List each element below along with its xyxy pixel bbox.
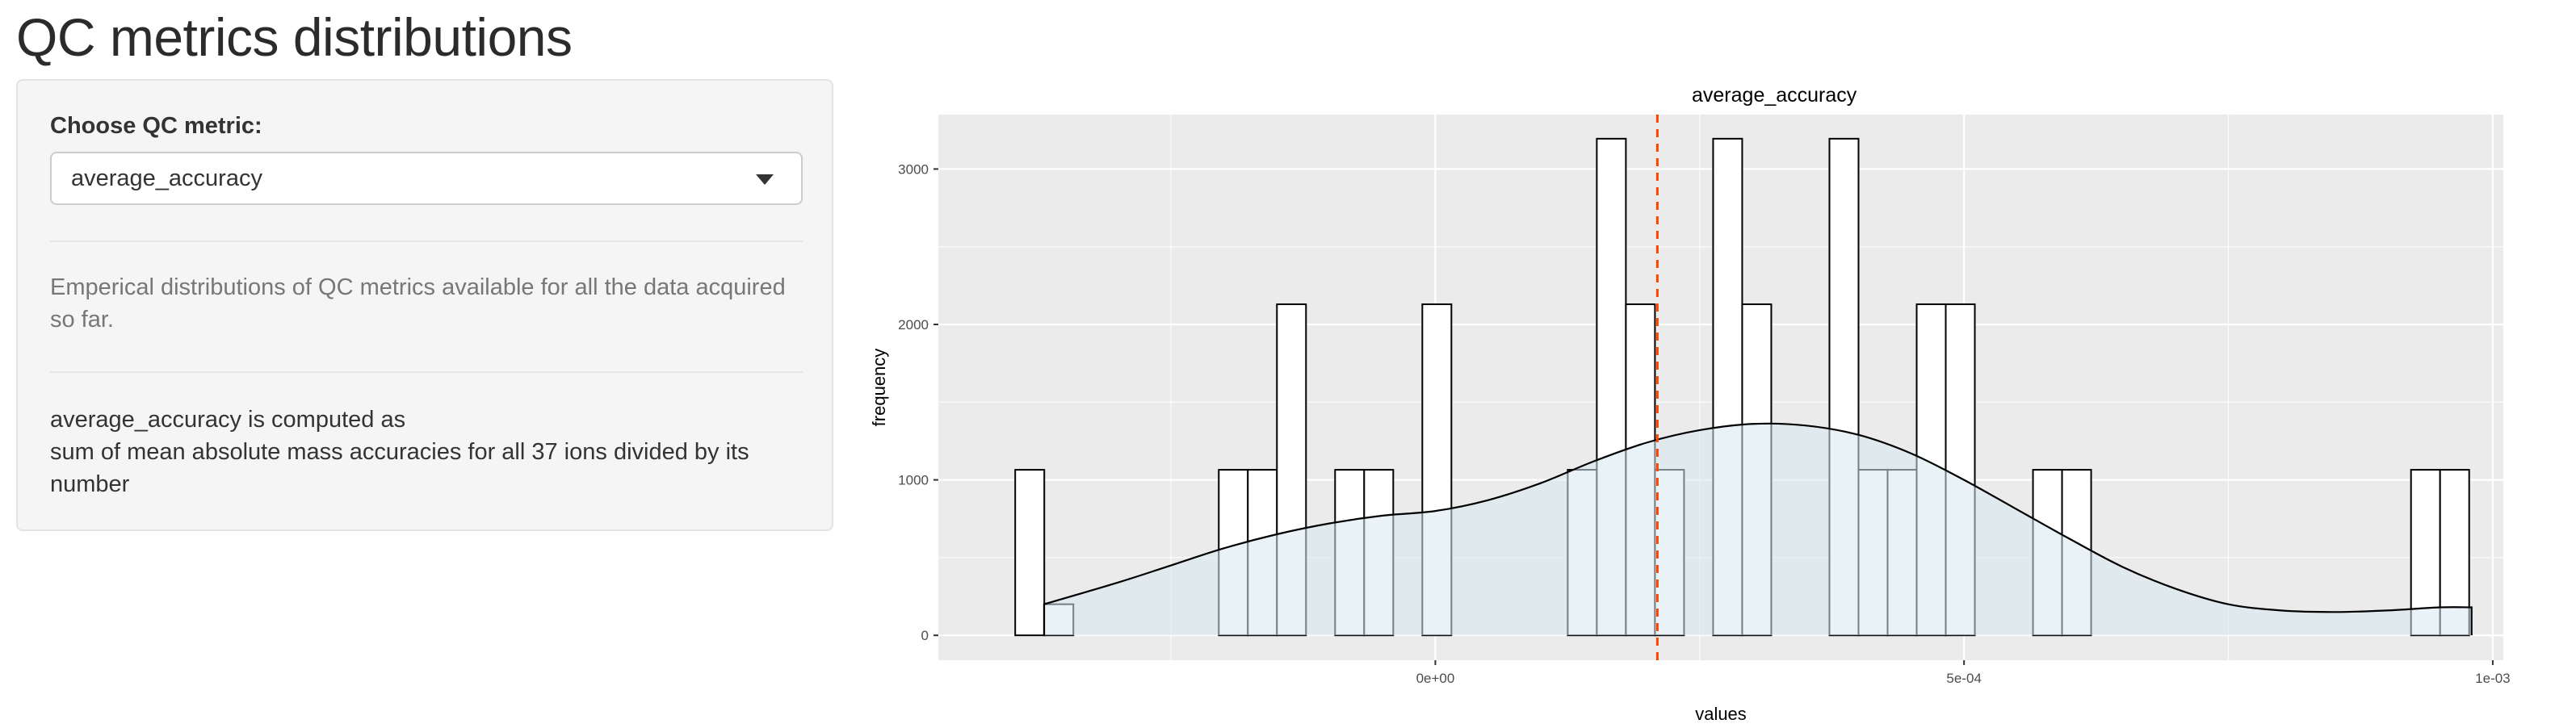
y-tick-label: 2000 xyxy=(898,317,929,333)
sidebar-panel: Choose QC metric: average_accuracy Emper… xyxy=(16,79,833,531)
metric-select-label: Choose QC metric: xyxy=(50,113,262,139)
formula-title: average_accuracy is computed as xyxy=(50,407,406,433)
x-axis: 0e+00 5e-04 1e-03 xyxy=(1416,660,2511,686)
divider xyxy=(50,371,803,373)
y-axis: 0 1000 2000 3000 xyxy=(898,161,938,643)
page-title: QC metrics distributions xyxy=(16,7,573,67)
x-axis-label: values xyxy=(1695,704,1747,724)
chevron-down-icon[interactable] xyxy=(756,174,774,185)
metric-description: Emperical distributions of QC metrics av… xyxy=(50,274,786,333)
x-tick-label: 1e-03 xyxy=(2475,671,2510,686)
histogram-chart: 0e+00 5e-04 1e-03 0 1000 2000 3000 average_ac… xyxy=(869,84,2511,724)
y-axis-label: frequency xyxy=(869,349,889,427)
y-tick-label: 0 xyxy=(921,628,929,643)
formula-body: sum of mean absolute mass accuracies for… xyxy=(50,439,749,497)
x-tick-label: 0e+00 xyxy=(1416,671,1455,686)
metric-select-value: average_accuracy xyxy=(71,165,262,191)
density-area xyxy=(1043,423,2472,636)
metric-formula: average_accuracy is computed as sum of m… xyxy=(50,404,809,500)
y-tick-label: 3000 xyxy=(898,161,929,177)
x-tick-label: 5e-04 xyxy=(1946,671,1981,686)
divider xyxy=(50,241,803,242)
metric-select[interactable]: average_accuracy xyxy=(50,152,803,205)
density-line xyxy=(1043,422,2473,636)
chart-title: average_accuracy xyxy=(1692,84,1857,107)
histogram-bar xyxy=(1014,469,1046,637)
y-tick-label: 1000 xyxy=(898,473,929,488)
